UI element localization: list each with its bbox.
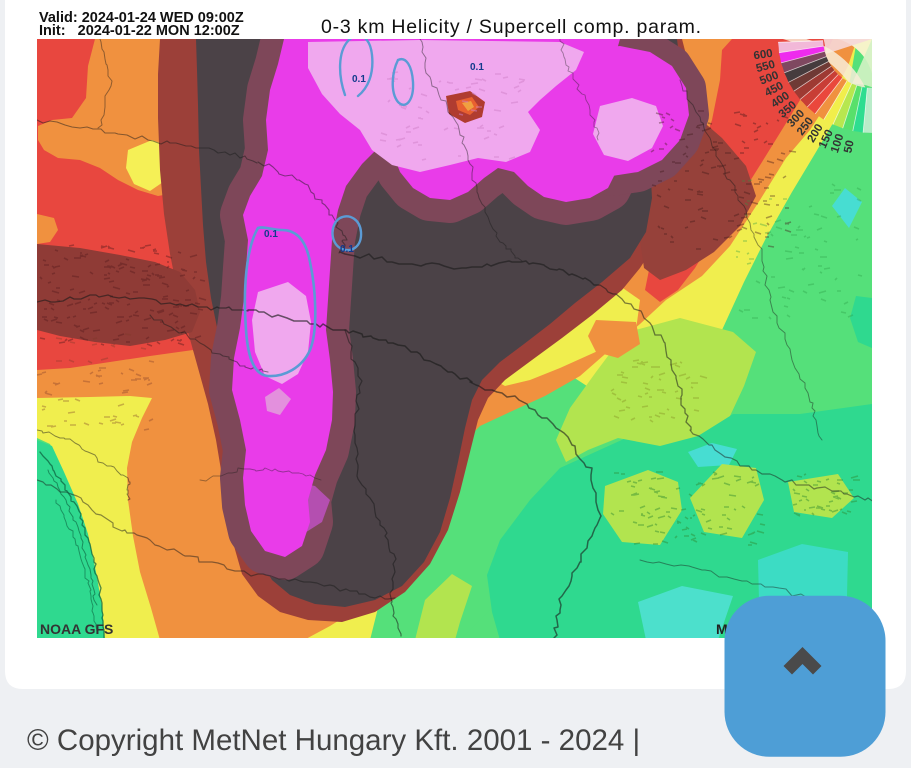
svg-text:100: 100 [829, 133, 846, 155]
svg-text:Init: 2024-01-22 MON 12:00Z: Init: 2024-01-22 MON 12:00Z [39, 23, 240, 39]
svg-text:0.1: 0.1 [470, 62, 484, 73]
svg-text:0-3 km Helicity / Supercell co: 0-3 km Helicity / Supercell comp. param. [321, 16, 701, 38]
svg-text:NOAA GFS: NOAA GFS [40, 621, 113, 637]
svg-text:© Copyright MetNet Hungary Kft: © Copyright MetNet Hungary Kft. 2001 - 2… [27, 724, 640, 757]
svg-text:0.1: 0.1 [264, 229, 278, 240]
svg-text:50: 50 [842, 139, 856, 154]
svg-text:600: 600 [753, 48, 774, 63]
svg-text:550: 550 [755, 59, 777, 75]
svg-text:Valid: 2024-01-24 WED 09:00Z: Valid: 2024-01-24 WED 09:00Z [39, 10, 244, 26]
svg-text:0.1: 0.1 [352, 74, 366, 85]
svg-text:0.1: 0.1 [340, 244, 354, 255]
